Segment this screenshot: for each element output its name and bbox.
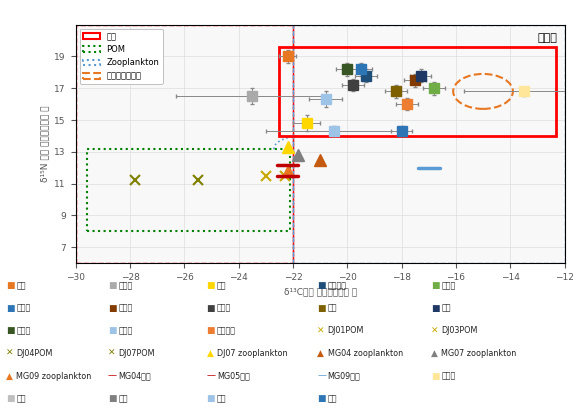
Text: ■: ■ xyxy=(317,394,326,403)
Text: 어름돔: 어름돔 xyxy=(118,304,132,313)
Y-axis label: δ¹⁵N 질소 안정동위원소 비: δ¹⁵N 질소 안정동위원소 비 xyxy=(40,106,49,182)
Text: DJ07 zooplankton: DJ07 zooplankton xyxy=(217,349,288,358)
Text: 놊어: 놊어 xyxy=(217,281,226,290)
Text: —: — xyxy=(317,372,326,381)
Text: 해수성: 해수성 xyxy=(537,32,557,43)
Text: 물망둥: 물망둥 xyxy=(16,304,30,313)
Text: 점놊어: 점놊어 xyxy=(441,281,455,290)
Text: ■: ■ xyxy=(6,394,15,403)
Text: 쥐치: 쥐치 xyxy=(328,304,337,313)
Text: DJ03POM: DJ03POM xyxy=(441,326,477,335)
Text: ■: ■ xyxy=(431,281,439,290)
Text: ■: ■ xyxy=(108,326,116,335)
Text: ■: ■ xyxy=(6,304,15,313)
Text: ✕: ✕ xyxy=(431,326,438,335)
Text: MG04 zooplankton: MG04 zooplankton xyxy=(328,349,403,358)
Bar xyxy=(76,25,293,263)
Text: ■: ■ xyxy=(207,281,215,290)
Text: ▲: ▲ xyxy=(6,372,13,381)
Text: MG09새우: MG09새우 xyxy=(328,372,360,381)
Legend: 어류, POM, Zooplankton, 저서무척추동물: 어류, POM, Zooplankton, 저서무척추동물 xyxy=(80,29,163,84)
Text: 담수성: 담수성 xyxy=(89,32,109,43)
Text: ■: ■ xyxy=(6,326,15,335)
Text: 전어: 전어 xyxy=(16,281,26,290)
Text: DJ04POM: DJ04POM xyxy=(16,349,52,358)
Text: ■: ■ xyxy=(207,326,215,335)
Text: 잇어: 잇어 xyxy=(328,394,337,403)
Text: 욕어: 욕어 xyxy=(217,394,226,403)
Text: ■: ■ xyxy=(317,304,326,313)
Text: DJ07POM: DJ07POM xyxy=(118,349,155,358)
Text: DJ01POM: DJ01POM xyxy=(328,326,364,335)
Text: ■: ■ xyxy=(431,304,439,313)
Text: MG04새우: MG04새우 xyxy=(118,372,151,381)
Text: 가승어: 가승어 xyxy=(441,372,455,381)
Text: ■: ■ xyxy=(317,281,326,290)
Text: 주둥치: 주둥치 xyxy=(118,281,132,290)
Text: ■: ■ xyxy=(108,304,116,313)
Text: 숨어: 숨어 xyxy=(118,394,127,403)
Text: ■: ■ xyxy=(108,281,116,290)
Text: MG07 zooplankton: MG07 zooplankton xyxy=(441,349,516,358)
Text: MG05꽃게: MG05꽃게 xyxy=(217,372,250,381)
Text: ■: ■ xyxy=(108,394,116,403)
Text: —: — xyxy=(108,372,116,381)
Text: 봉어: 봉어 xyxy=(16,394,26,403)
Text: ■: ■ xyxy=(207,394,215,403)
Text: ■: ■ xyxy=(6,281,15,290)
Text: —: — xyxy=(207,372,215,381)
Text: ▲: ▲ xyxy=(207,349,214,358)
Text: ▲: ▲ xyxy=(317,349,324,358)
X-axis label: δ¹³C탄소 안정동위원소 비: δ¹³C탄소 안정동위원소 비 xyxy=(283,287,357,296)
Text: 밴데이: 밴데이 xyxy=(16,326,30,335)
Text: 가자미: 가자미 xyxy=(118,326,132,335)
Bar xyxy=(293,25,565,263)
Text: ✕: ✕ xyxy=(6,349,13,358)
Text: 멸치: 멸치 xyxy=(441,304,450,313)
Text: ■: ■ xyxy=(207,304,215,313)
Text: ▲: ▲ xyxy=(431,349,438,358)
Text: 두엄망둥: 두엄망둥 xyxy=(328,281,347,290)
Text: ✕: ✕ xyxy=(317,326,325,335)
Text: ■: ■ xyxy=(431,372,439,381)
Text: 문절망둥: 문절망둥 xyxy=(217,326,236,335)
Text: ✕: ✕ xyxy=(108,349,115,358)
Text: MG09 zooplankton: MG09 zooplankton xyxy=(16,372,91,381)
Bar xyxy=(87,149,290,231)
Bar xyxy=(279,47,556,136)
Text: 보리멸: 보리멸 xyxy=(217,304,231,313)
